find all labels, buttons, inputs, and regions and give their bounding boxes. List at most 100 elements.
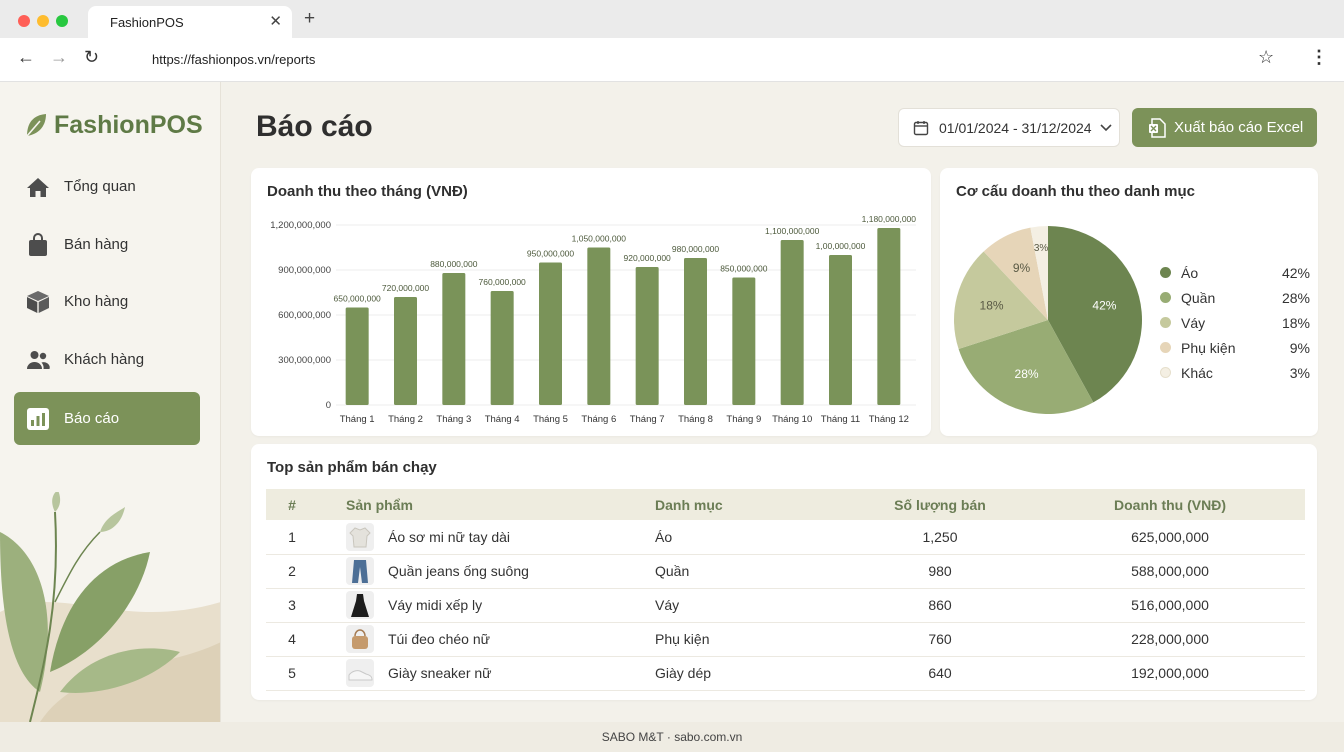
y-tick-label: 600,000,000 [278, 310, 331, 321]
bar-4[interactable] [490, 291, 514, 405]
leaf-decoration-image [0, 492, 220, 722]
home-icon [26, 175, 50, 199]
table-row[interactable]: 3 Váy midi xếp ly Váy 860 516,000,000 [266, 588, 1305, 623]
revenue-cell: 588,000,000 [1035, 554, 1305, 589]
forward-icon[interactable]: → [50, 47, 68, 67]
product-cell: Giày sneaker nữ [318, 656, 655, 691]
pie-slice-4[interactable] [983, 227, 1048, 320]
table-row[interactable]: 4 Túi đeo chéo nữ Phụ kiện 760 228,000,000 [266, 622, 1305, 657]
bar-8[interactable] [684, 258, 707, 405]
sidebar-item-customers[interactable]: Khách hàng [14, 333, 200, 386]
bar-3[interactable] [442, 273, 466, 405]
revenue-cell: 625,000,000 [1035, 520, 1305, 555]
pie-slice-1[interactable] [1048, 226, 1142, 403]
bar-value-label: 760,000,000 [479, 277, 527, 287]
category-cell: Giày dép [655, 656, 845, 691]
export-excel-button[interactable]: Xuất báo cáo Excel [1132, 108, 1317, 147]
product-name: Túi đeo chéo nữ [388, 631, 490, 647]
legend-label: Quần [1181, 289, 1216, 306]
legend-item[interactable]: Khác 3% [1160, 360, 1310, 385]
sidebar-item-sales[interactable]: Bán hàng [14, 218, 200, 271]
close-tab-icon[interactable]: ✕ [269, 13, 282, 30]
legend-value: 18% [1281, 314, 1310, 331]
legend-item[interactable]: Quần 28% [1160, 285, 1310, 310]
bar-value-label: 980,000,000 [672, 244, 720, 254]
table-row[interactable]: 2 Quần jeans ống suông Quần 980 588,000,000 [266, 554, 1305, 589]
rank-cell: 5 [266, 656, 318, 691]
category-cell: Áo [655, 520, 845, 555]
logo-text: FashionPOS [54, 110, 203, 139]
close-window-button[interactable] [18, 15, 30, 27]
bar-10[interactable] [780, 240, 804, 405]
column-header-quantity[interactable]: Số lượng bán [845, 489, 1035, 520]
table-row[interactable]: 5 Giày sneaker nữ Giày dép 640 192,000,000 [266, 656, 1305, 691]
bar-value-label: 950,000,000 [527, 249, 575, 259]
column-header-rank[interactable]: # [266, 489, 318, 520]
rank-cell: 1 [266, 520, 318, 555]
table-row[interactable]: 1 Áo sơ mi nữ tay dài Áo 1,250 625,000,000 [266, 520, 1305, 555]
back-icon[interactable]: ← [17, 47, 35, 67]
top-products-card: Top sản phẩm bán chạy # Sản phẩm Danh mụ… [251, 444, 1317, 700]
browser-tab[interactable]: FashionPOS ✕ [88, 6, 292, 38]
x-tick-label: Tháng 2 [388, 414, 423, 425]
sidebar-item-reports[interactable]: Báo cáo [14, 392, 200, 445]
pie-slice-2[interactable] [958, 320, 1094, 414]
sidebar-item-inventory[interactable]: Kho hàng [14, 275, 200, 328]
product-name: Áo sơ mi nữ tay dài [388, 528, 511, 545]
bar-7[interactable] [635, 267, 659, 405]
bar-11[interactable] [829, 255, 852, 405]
bar-5[interactable] [539, 262, 562, 406]
column-header-revenue[interactable]: Doanh thu (VNĐ) [1035, 489, 1305, 520]
bar-value-label: 1,00,000,000 [816, 241, 866, 251]
date-range-picker[interactable]: 01/01/2024 - 31/12/2024 [898, 108, 1120, 147]
quantity-cell: 1,250 [845, 520, 1035, 555]
bar-6[interactable] [587, 247, 611, 406]
monthly-revenue-bar-chart: 0 300,000,000 600,000,000 900,000,000 1,200,… [270, 214, 916, 425]
x-tick-label: Tháng 7 [630, 414, 665, 425]
pie-slice-label: 28% [1015, 367, 1039, 381]
bag-thumbnail [346, 625, 374, 653]
pie-slice-3[interactable] [954, 251, 1048, 350]
excel-file-icon [1149, 117, 1166, 138]
quantity-cell: 760 [845, 622, 1035, 657]
legend-item[interactable]: Áo 42% [1160, 260, 1310, 285]
bar-value-label: 850,000,000 [720, 264, 768, 274]
bar-chart-icon [26, 407, 50, 431]
legend-item[interactable]: Phụ kiện 9% [1160, 335, 1310, 360]
reload-icon[interactable]: ↻ [84, 47, 100, 67]
category-revenue-pie-chart: 42% 28% 18% 9%3% [954, 226, 1142, 414]
page-title: Báo cáo [256, 110, 373, 143]
minimize-window-button[interactable] [37, 15, 49, 27]
x-tick-label: Tháng 10 [772, 414, 812, 425]
bar-value-label: 720,000,000 [382, 283, 430, 293]
sidebar-item-overview[interactable]: Tổng quan [14, 160, 200, 213]
main-content: Báo cáo 01/01/2024 - 31/12/2024 Xuất báo… [222, 82, 1344, 722]
product-name: Giày sneaker nữ [388, 665, 492, 681]
bookmark-star-icon[interactable]: ☆ [1258, 47, 1275, 67]
y-tick-label: 900,000,000 [278, 265, 331, 276]
shopping-bag-icon [26, 232, 50, 257]
legend-item[interactable]: Váy 18% [1160, 310, 1310, 335]
product-name: Váy midi xếp ly [388, 597, 483, 613]
pie-slice-5[interactable] [1030, 226, 1048, 320]
bar-2[interactable] [394, 297, 417, 405]
app-logo[interactable]: FashionPOS [24, 109, 203, 141]
maximize-window-button[interactable] [56, 15, 68, 27]
category-cell: Váy [655, 588, 845, 623]
url-field[interactable]: https://fashionpos.vn/reports [152, 52, 316, 67]
category-cell: Quần [655, 554, 845, 589]
new-tab-icon[interactable]: + [304, 8, 316, 29]
leaf-logo-icon [26, 114, 46, 137]
bar-chart-title: Doanh thu theo tháng (VNĐ) [267, 183, 468, 200]
bar-9[interactable] [732, 277, 756, 406]
calendar-icon [913, 120, 929, 135]
product-cell: Váy midi xếp ly [318, 588, 655, 623]
x-tick-label: Tháng 11 [821, 414, 860, 425]
column-header-category[interactable]: Danh mục [655, 489, 845, 520]
sidebar-item-label: Bán hàng [64, 236, 129, 253]
bar-12[interactable] [877, 228, 901, 405]
legend-value: 28% [1281, 289, 1310, 306]
bar-1[interactable] [345, 307, 369, 406]
browser-menu-icon[interactable]: ⋮ [1310, 47, 1328, 67]
column-header-product[interactable]: Sản phẩm [318, 489, 655, 520]
